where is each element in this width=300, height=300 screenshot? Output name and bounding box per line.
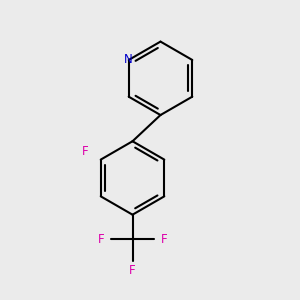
Text: F: F — [82, 145, 89, 158]
Text: F: F — [129, 264, 136, 277]
Text: N: N — [124, 53, 133, 67]
Text: F: F — [161, 233, 167, 246]
Text: F: F — [98, 233, 104, 246]
